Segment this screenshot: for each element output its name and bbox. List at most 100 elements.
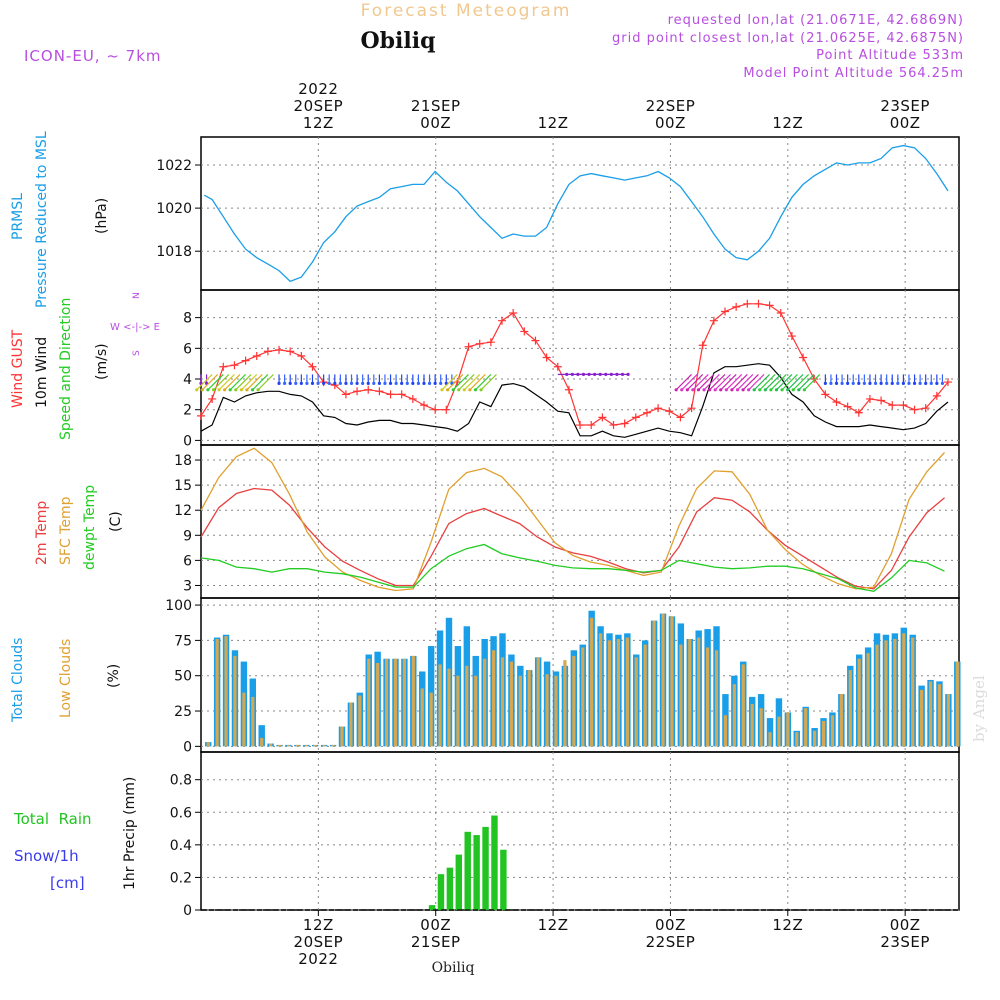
low-cloud-bar (937, 684, 942, 747)
wind-arrow-head (433, 381, 437, 386)
low-cloud-bar (786, 712, 790, 747)
gust-marker (531, 336, 540, 345)
wind-arrow-head (333, 381, 337, 386)
wind-arrow-head (366, 381, 370, 386)
compass-north: N (132, 292, 142, 299)
low-cloud-bar (777, 716, 781, 747)
low-cloud-bar (304, 744, 308, 747)
wind-arrow (692, 373, 709, 391)
wind-arrow (714, 373, 732, 391)
gust-marker (286, 347, 295, 356)
wind-arrow (252, 373, 269, 391)
low-cloud-bar (955, 661, 959, 747)
station-title: Obiliq (360, 28, 435, 54)
dewpt-label: dewpt Temp (82, 485, 98, 570)
low-cloud-bar (661, 613, 665, 747)
gust-marker (665, 407, 674, 416)
low-cloud-bar (393, 658, 398, 747)
gust-marker (353, 387, 362, 396)
bottom-time-label: 2022 (298, 950, 338, 968)
wind-arrow (792, 373, 810, 391)
top-time-label: 12Z (303, 114, 334, 132)
wind-arrow-head (372, 381, 376, 386)
y-tick-label: 1022 (156, 158, 192, 174)
t2m-line (200, 487, 945, 590)
low-cloud-bar (420, 688, 424, 747)
low-cloud-bar (893, 638, 897, 747)
wind-arrow-head (299, 381, 303, 386)
y-tick-label: 75 (174, 633, 192, 649)
dewpt-line (200, 543, 945, 592)
bottom-time-label: 12Z (772, 916, 803, 934)
low-cloud-bar (491, 650, 496, 747)
top-time-label: 2022 (298, 80, 338, 98)
low-cloud-bar (509, 661, 514, 747)
wind-arrow (698, 373, 715, 391)
rain-bar (482, 826, 489, 910)
wind-arrow-head (217, 388, 221, 392)
wind-arrow-head (797, 388, 801, 392)
wind-arrow (770, 373, 787, 391)
wind-arrow (207, 373, 224, 391)
wind-arrow (469, 373, 486, 391)
low-cloud-bar (857, 658, 861, 747)
gust-marker (587, 421, 596, 430)
low-cloud-bar (536, 657, 540, 747)
wind-arrow-head (361, 381, 365, 386)
top-time-label: 00Z (655, 114, 686, 132)
wind-arrow (731, 373, 748, 391)
rain-bar (500, 849, 507, 910)
low-cloud-bar (590, 617, 594, 747)
low-cloud-bar (402, 658, 407, 747)
low-cloud-bar (331, 744, 335, 747)
y-tick-label: 0.6 (170, 805, 192, 821)
wind-dir-label: Speed and Direction (58, 298, 74, 440)
total-cloud-label: Total Clouds (10, 638, 26, 723)
wind-arrow-head (338, 381, 342, 386)
low-cloud-label: Low Clouds (58, 639, 74, 718)
wind-arrow (675, 373, 692, 391)
rain-bar (491, 815, 498, 910)
forecast-title: Forecast Meteogram (361, 1, 572, 21)
wind-arrow-head (228, 388, 232, 392)
wind-arrow-head (774, 388, 779, 392)
credit-watermark: by Angel (970, 675, 988, 742)
wind-arrow-head (823, 381, 827, 386)
gust-marker (910, 405, 919, 414)
footer-station: Obiliq (432, 960, 475, 976)
compass-rose: W <-|-> E (110, 322, 160, 333)
low-cloud-bar (759, 708, 763, 747)
low-cloud-bar (554, 675, 558, 747)
bottom-time-label: 22SEP (646, 933, 696, 951)
low-cloud-bar (634, 657, 638, 747)
y-tick-label: 2 (183, 403, 192, 419)
wind-arrow-head (879, 381, 883, 386)
pressure-line (203, 144, 949, 283)
wind-arrow-head (857, 381, 861, 386)
wind-arrow (703, 373, 720, 391)
gust-marker (486, 338, 495, 347)
gust-marker (732, 302, 741, 311)
y-tick-label: 12 (174, 503, 192, 519)
low-cloud-bar (911, 637, 915, 747)
wind-arrow-head (918, 381, 922, 386)
wind-arrow-head (713, 388, 717, 392)
cloud-unit: (%) (106, 664, 122, 688)
low-cloud-bar (732, 684, 736, 747)
wind-arrow-head (327, 381, 331, 386)
gust-marker (709, 316, 718, 325)
compass-south: S (132, 350, 142, 356)
wind-arrow-head (730, 388, 734, 392)
wind-arrow-head (940, 381, 945, 386)
wind-arrow-head (411, 381, 415, 386)
gust-marker (576, 421, 585, 430)
wind-arrow-head (305, 381, 309, 386)
wind-label: 10m Wind (34, 337, 50, 408)
wind-arrow-head (349, 381, 354, 386)
y-tick-label: 50 (174, 669, 192, 685)
wind-arrow-head (468, 388, 472, 392)
wind-arrow-head (310, 381, 315, 386)
pressure-label-2: Pressure Reduced to MSL (34, 131, 50, 308)
low-cloud-bar (928, 681, 933, 747)
low-cloud-bar (340, 726, 344, 747)
